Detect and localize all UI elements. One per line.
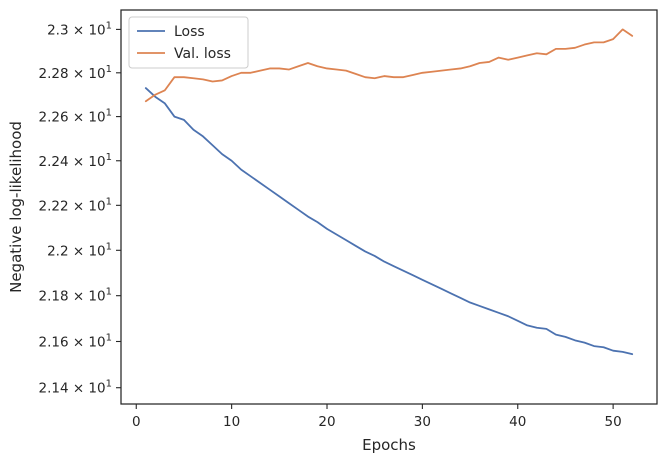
x-tick-label: 50	[605, 414, 622, 430]
legend-label-val-loss: Val. loss	[174, 46, 231, 62]
y-tick-label: 2.2 × 101	[47, 241, 112, 259]
x-tick-label: 40	[509, 414, 526, 430]
axes-border	[120, 9, 658, 405]
y-tick-label: 2.22 × 101	[38, 196, 112, 214]
x-tick-label: 20	[318, 414, 335, 430]
plot-area	[121, 10, 657, 404]
y-tick-label: 2.3 × 101	[47, 20, 112, 38]
series-line-val-loss	[144, 28, 634, 103]
axes-frame	[120, 9, 658, 405]
series-layer	[144, 28, 634, 356]
y-axis-label: Negative log-likelihood	[7, 121, 25, 293]
legend-box	[128, 16, 249, 69]
y-tick-label: 2.18 × 101	[38, 287, 112, 305]
y-tick-label: 2.14 × 101	[38, 379, 112, 397]
y-tick-label: 2.16 × 101	[38, 332, 112, 350]
plot-background	[121, 10, 657, 404]
x-axis: 0 10 20 30 40 50	[132, 404, 622, 430]
y-axis: 2.14 × 101 2.16 × 101 2.18 × 101 2.2 × 101 2…	[38, 20, 121, 397]
y-tick-label: 2.24 × 101	[38, 152, 112, 170]
y-tick-label: 2.26 × 101	[38, 108, 112, 126]
series-line-loss	[144, 87, 634, 356]
legend-label-loss: Loss	[174, 24, 205, 40]
x-axis-label: Epochs	[362, 436, 416, 454]
x-tick-label: 30	[414, 414, 431, 430]
x-tick-label: 10	[223, 414, 240, 430]
legend: Loss Val. loss	[128, 16, 249, 69]
y-tick-label: 2.28 × 101	[38, 64, 112, 82]
x-tick-label: 0	[132, 414, 141, 430]
